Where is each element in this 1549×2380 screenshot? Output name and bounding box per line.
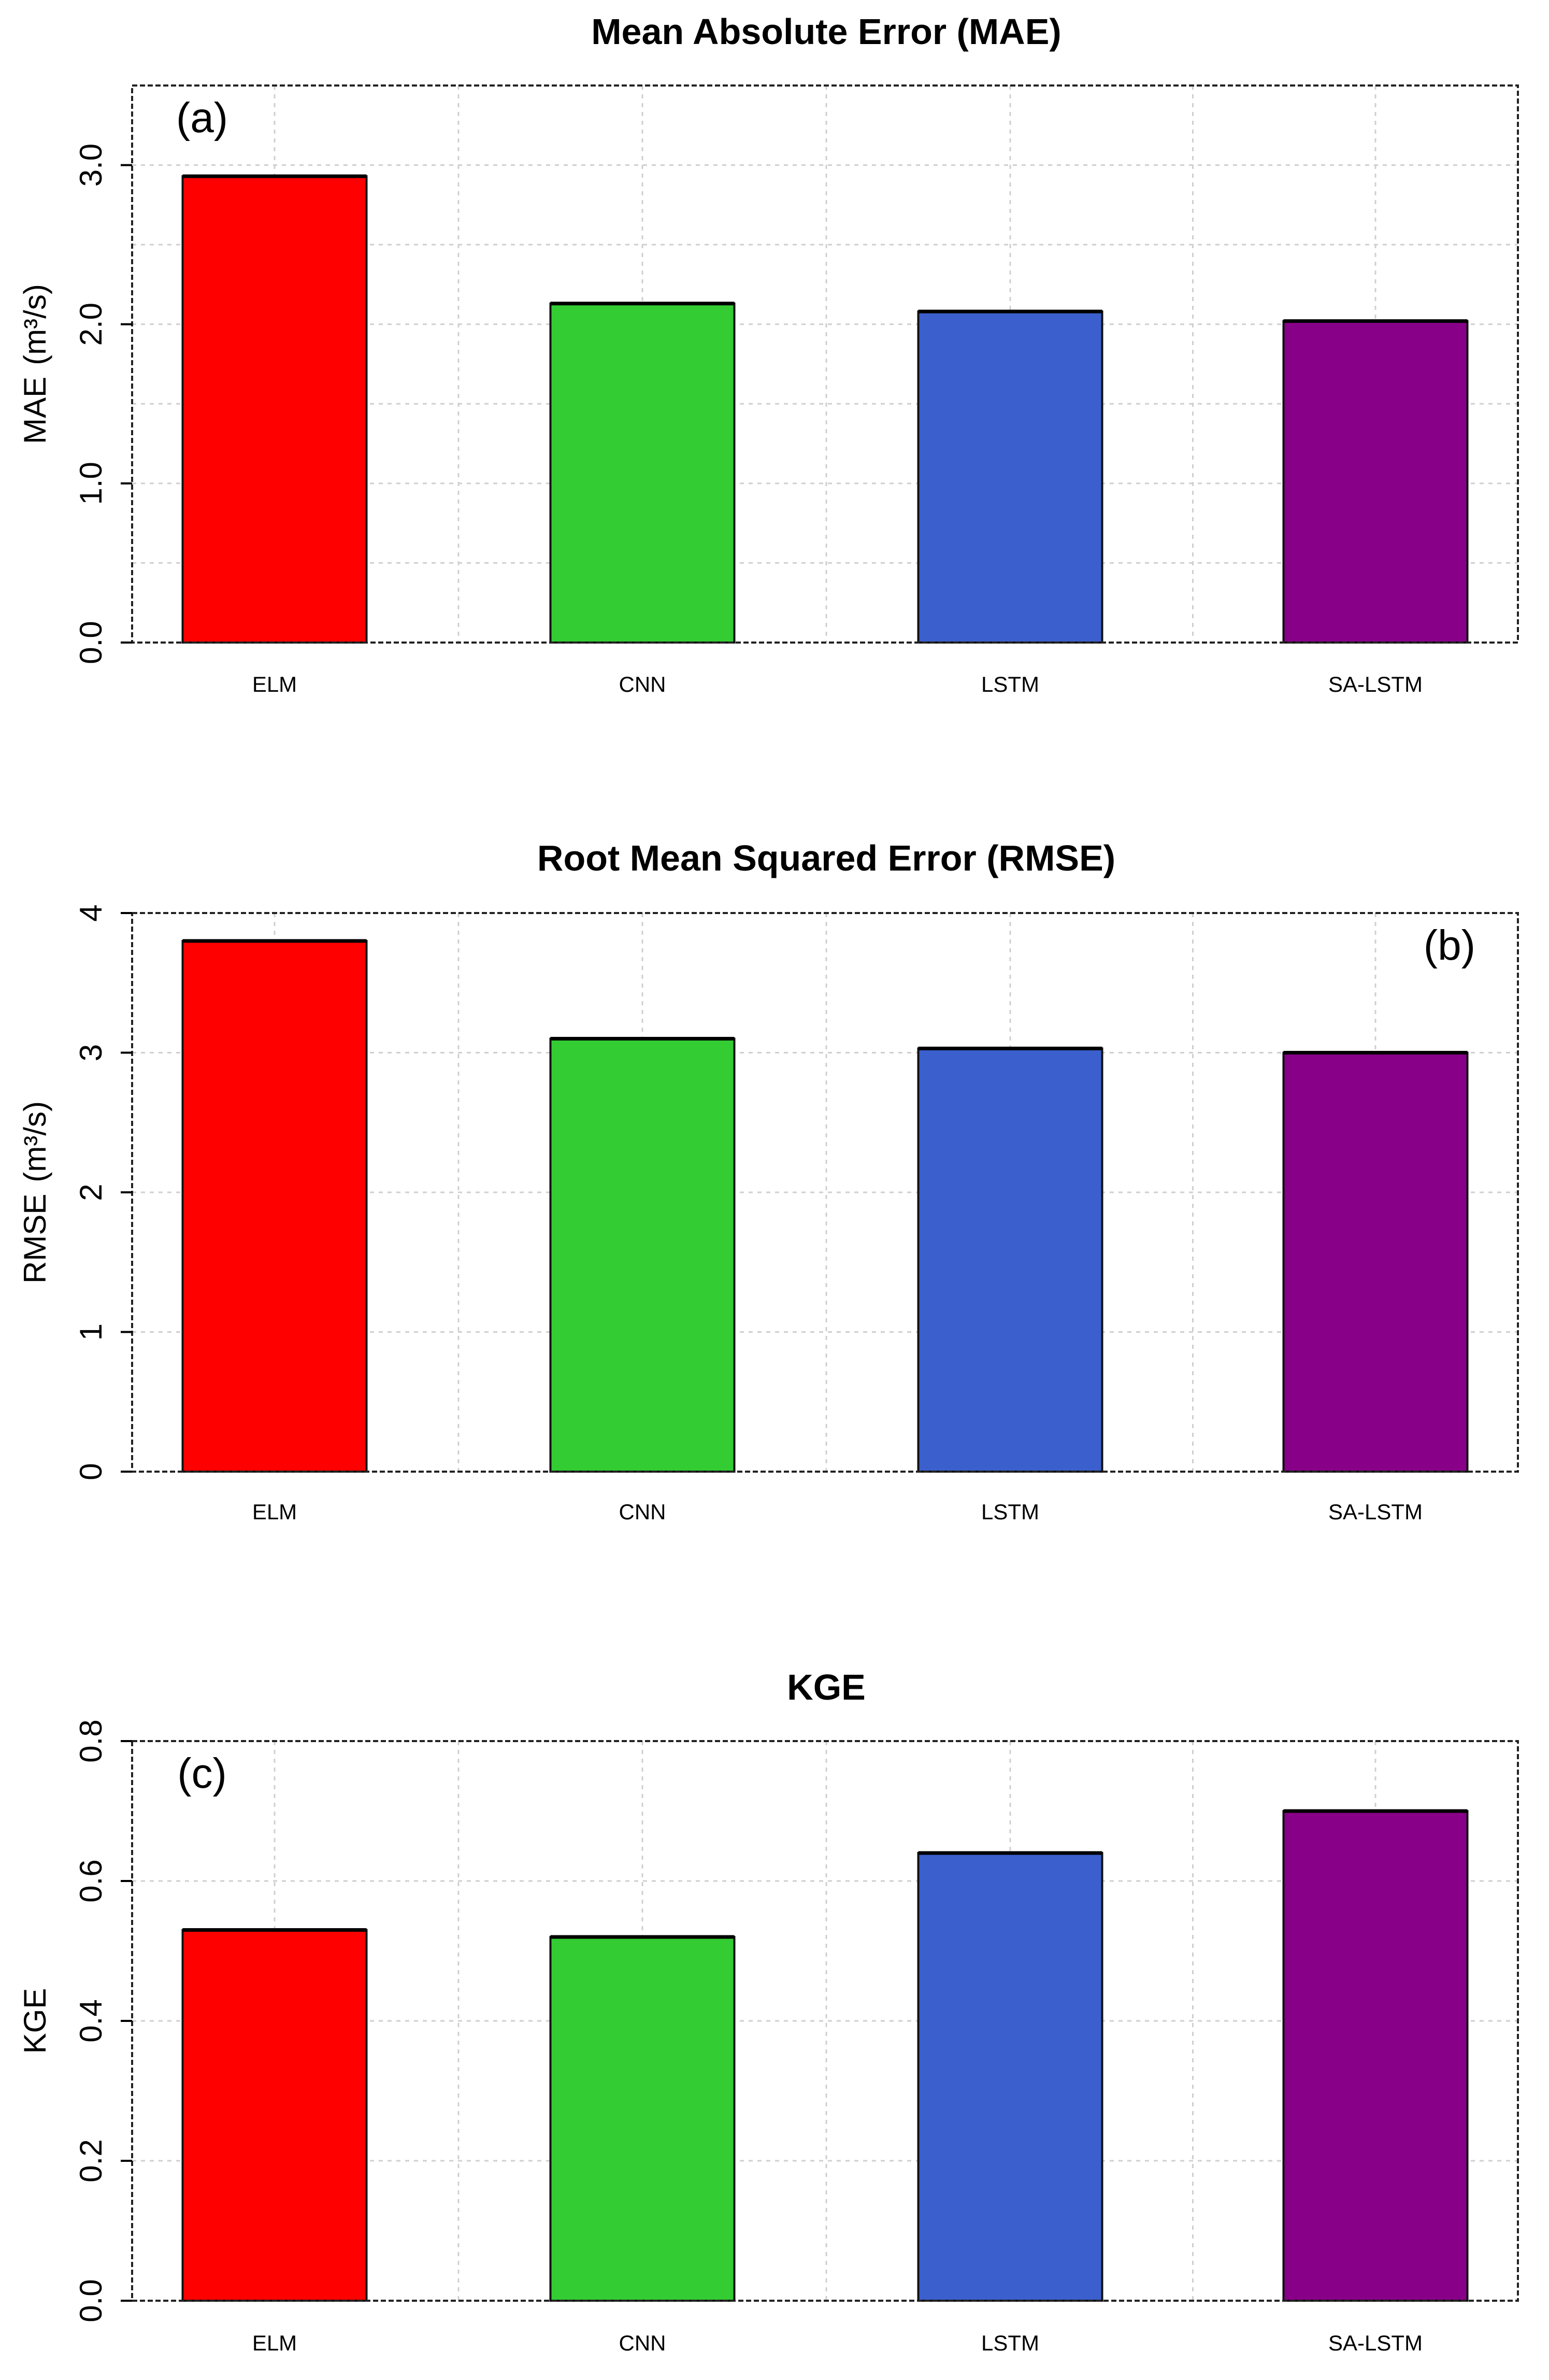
- y-tick-label: 0.8: [74, 1719, 108, 1762]
- plot-frame: [131, 84, 1519, 644]
- y-tick-label: 0.4: [74, 1999, 108, 2042]
- y-axis-title-metric: MAE: [18, 377, 52, 444]
- bar-lstm: [917, 310, 1103, 644]
- x-tick-label: LSTM: [981, 2331, 1039, 2355]
- bar-elm: [181, 939, 368, 1473]
- y-tick-label: 1.0: [74, 462, 108, 505]
- y-tick-label: 0.0: [74, 621, 108, 664]
- bar-cnn: [549, 302, 736, 644]
- y-axis-title: MAE (m³/s): [18, 284, 52, 444]
- bar-sa-lstm: [1282, 1810, 1469, 2302]
- bar-sa-lstm: [1282, 1051, 1469, 1473]
- y-tick-label: 0: [74, 1463, 108, 1480]
- chart-panel-3: KGE 0.0 0.2 0.4 0.6 0.8 KGE ELM CNN LSTM SA-LSTM (c…: [18, 1667, 1519, 2355]
- chart-title: Mean Absolute Error (MAE): [591, 11, 1061, 52]
- bar-lstm: [917, 1047, 1103, 1473]
- bar-sa-lstm: [1282, 320, 1469, 644]
- chart-title: Root Mean Squared Error (RMSE): [537, 838, 1115, 878]
- y-axis-title: KGE: [18, 1988, 52, 2054]
- y-axis-title-metric: KGE: [18, 1988, 52, 2054]
- x-tick-label: CNN: [619, 1500, 666, 1524]
- y-axis-title-unit: (m³/s): [18, 1101, 52, 1182]
- x-tick-label: ELM: [252, 1500, 297, 1524]
- panel-label: (a): [176, 94, 228, 141]
- x-tick-label: SA-LSTM: [1328, 2331, 1423, 2355]
- y-tick-label: 3.0: [74, 144, 108, 187]
- x-tick-label: LSTM: [981, 1500, 1039, 1524]
- y-axis-title-metric: RMSE: [18, 1194, 52, 1284]
- x-tick-label: CNN: [619, 2331, 666, 2355]
- panel-label: (b): [1424, 922, 1475, 969]
- y-tick-label: 3: [74, 1044, 108, 1061]
- x-tick-label: ELM: [252, 2331, 297, 2355]
- y-tick-label: 0.2: [74, 2139, 108, 2182]
- bar-cnn: [549, 1936, 736, 2302]
- x-tick-label: LSTM: [981, 672, 1039, 696]
- y-axis-title-unit: (m³/s): [18, 284, 52, 365]
- y-tick-label: 0.0: [74, 2279, 108, 2322]
- x-tick-label: CNN: [619, 672, 666, 696]
- chart-panel-1: Mean Absolute Error (MAE) 0.0 1.0 2.0 3.0 MAE…: [18, 11, 1519, 696]
- bar-elm: [181, 175, 368, 644]
- y-axis-title: RMSE (m³/s): [18, 1101, 52, 1284]
- bar-cnn: [549, 1037, 736, 1473]
- x-tick-label: ELM: [252, 672, 297, 696]
- y-tick-label: 2: [74, 1184, 108, 1201]
- y-tick-label: 4: [74, 904, 108, 921]
- y-tick-label: 2.0: [74, 303, 108, 346]
- bar-lstm: [917, 1852, 1103, 2302]
- y-tick-label: 0.6: [74, 1859, 108, 1902]
- chart-title: KGE: [787, 1667, 866, 1707]
- x-tick-label: SA-LSTM: [1328, 672, 1423, 696]
- chart-panel-2: Root Mean Squared Error (RMSE) 0 1 2 3 4 RMSE (…: [18, 838, 1519, 1524]
- panel-label: (c): [177, 1750, 227, 1797]
- x-tick-label: SA-LSTM: [1328, 1500, 1423, 1524]
- y-tick-label: 1: [74, 1323, 108, 1341]
- bar-elm: [181, 1929, 368, 2302]
